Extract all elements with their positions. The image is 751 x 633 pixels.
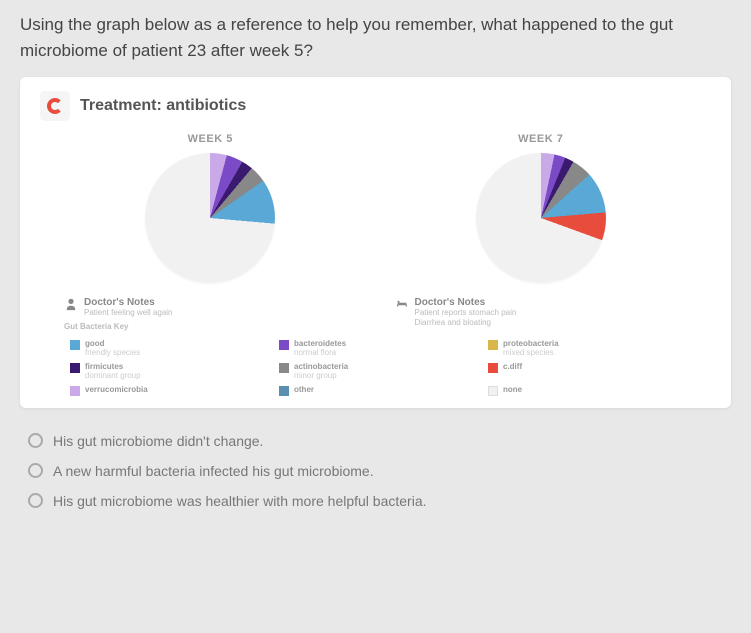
legend-swatch [488, 363, 498, 373]
legend-item: firmicutesdominant group [70, 362, 263, 381]
option-b[interactable]: A new harmful bacteria infected his gut … [28, 456, 731, 486]
week5-notes-line1: Patient feeling well again [84, 308, 173, 318]
legend-item: actinobacteriaminor group [279, 362, 472, 381]
section-label-1: Gut Bacteria Key [64, 322, 357, 331]
legend-text: other [294, 385, 314, 395]
radio-icon [28, 463, 43, 478]
week5-label: WEEK 5 [188, 133, 233, 145]
doctor-icon [64, 297, 78, 311]
legend-swatch [488, 340, 498, 350]
legend-item: proteobacteriamixed species [488, 339, 681, 358]
legend-text: verrucomicrobia [85, 385, 148, 395]
option-b-text: A new harmful bacteria infected his gut … [53, 463, 374, 479]
week7-pie-chart [476, 153, 606, 283]
treatment-header: Treatment: antibiotics [40, 91, 711, 121]
radio-icon [28, 433, 43, 448]
legend-swatch [279, 386, 289, 396]
legend-text: c.diff [503, 362, 522, 372]
answer-options: His gut microbiome didn't change. A new … [20, 426, 731, 516]
legend-swatch [70, 340, 80, 350]
week7-notes: Doctor's Notes Patient reports stomach p… [391, 297, 692, 331]
option-c[interactable]: His gut microbiome was healthier with mo… [28, 486, 731, 516]
week5-notes: Doctor's Notes Patient feeling well agai… [60, 297, 361, 333]
legend-swatch [70, 363, 80, 373]
legend-text: proteobacteriamixed species [503, 339, 559, 358]
treatment-label: Treatment: antibiotics [80, 97, 246, 115]
legend-swatch [279, 340, 289, 350]
week5-column: WEEK 5 Doctor's Notes Patient feeling we… [60, 133, 361, 333]
legend-text: firmicutesdominant group [85, 362, 141, 381]
legend-text: actinobacteriaminor group [294, 362, 348, 381]
legend-item: bacteroidetesnormal flora [279, 339, 472, 358]
bed-icon [395, 297, 409, 311]
legend-swatch [279, 363, 289, 373]
graph-card: Treatment: antibiotics WEEK 5 Doctor's N… [20, 77, 731, 408]
legend-item: goodfriendly species [70, 339, 263, 358]
legend-item: verrucomicrobia [70, 385, 263, 396]
charts-row: WEEK 5 Doctor's Notes Patient feeling we… [40, 133, 711, 333]
week7-notes-title: Doctor's Notes [415, 297, 517, 308]
legend-swatch [70, 386, 80, 396]
question-text: Using the graph below as a reference to … [20, 12, 731, 63]
legend-swatch [488, 386, 498, 396]
week5-notes-title: Doctor's Notes [84, 297, 173, 308]
week7-notes-line1: Patient reports stomach pain [415, 308, 517, 318]
week7-column: WEEK 7 Doctor's Notes Patient reports st… [391, 133, 692, 333]
legend-text: none [503, 385, 522, 395]
legend-text: bacteroidetesnormal flora [294, 339, 346, 358]
week7-label: WEEK 7 [518, 133, 563, 145]
week7-notes-line2: Diarrhea and bloating [415, 318, 517, 328]
week5-pie-chart [145, 153, 275, 283]
legend-item: other [279, 385, 472, 396]
legend-text: goodfriendly species [85, 339, 140, 358]
option-a[interactable]: His gut microbiome didn't change. [28, 426, 731, 456]
option-c-text: His gut microbiome was healthier with mo… [53, 493, 427, 509]
radio-icon [28, 493, 43, 508]
legend-item: none [488, 385, 681, 396]
thermometer-icon [40, 91, 70, 121]
legend-item: c.diff [488, 362, 681, 381]
option-a-text: His gut microbiome didn't change. [53, 433, 263, 449]
legend-grid: goodfriendly species bacteroidetesnormal … [40, 333, 711, 396]
